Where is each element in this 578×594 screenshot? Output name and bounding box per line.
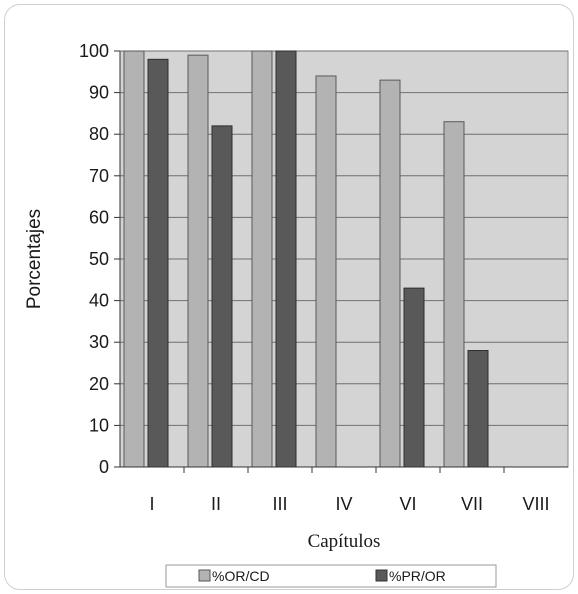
y-tick-label: 40 [89, 291, 109, 311]
y-tick-label: 70 [89, 166, 109, 186]
x-tick-label: II [211, 494, 221, 514]
bars [123, 50, 489, 468]
bar-pr-or-II [211, 125, 233, 468]
y-axis-label: Porcentajes [24, 209, 45, 309]
y-tick-label: 10 [89, 415, 109, 435]
y-tick-label: 50 [89, 249, 109, 269]
bar-pr-or-VII [467, 350, 489, 468]
legend-swatch-or-cd [198, 569, 211, 582]
legend-label-or-cd: %OR/CD [212, 568, 270, 584]
x-tick-label: VII [461, 494, 483, 514]
y-tick-label: 90 [89, 83, 109, 103]
x-tick-label: VIII [522, 494, 549, 514]
bar-or-cd-III [251, 50, 273, 468]
legend-box [165, 564, 497, 588]
y-axis-ticks: 0 10 20 30 40 50 60 70 80 90 100 [79, 41, 120, 477]
x-tick-label: I [149, 494, 154, 514]
bar-or-cd-I [123, 50, 145, 468]
legend: %OR/CD %PR/OR [165, 564, 497, 588]
bar-or-cd-II [187, 54, 209, 468]
bar-or-cd-VII [443, 121, 465, 468]
x-tick-label: IV [335, 494, 352, 514]
legend-swatch-pr-or [375, 569, 388, 582]
x-tick-label: III [272, 494, 287, 514]
y-tick-label: 0 [99, 457, 109, 477]
x-tick-label: VI [399, 494, 416, 514]
y-tick-label: 30 [89, 332, 109, 352]
y-tick-label: 60 [89, 207, 109, 227]
x-axis-label: Capítulos [308, 531, 381, 552]
bar-pr-or-I [147, 58, 169, 468]
y-tick-label: 20 [89, 374, 109, 394]
bar-or-cd-IV [315, 75, 337, 468]
x-axis-ticks: I II III IV VI VII VIII [149, 467, 550, 514]
legend-label-pr-or: %PR/OR [389, 568, 446, 584]
bar-pr-or-III [275, 50, 297, 468]
bar-or-cd-VI [379, 79, 401, 468]
bar-pr-or-VI [403, 287, 425, 468]
y-tick-label: 100 [79, 41, 109, 61]
y-tick-label: 80 [89, 124, 109, 144]
